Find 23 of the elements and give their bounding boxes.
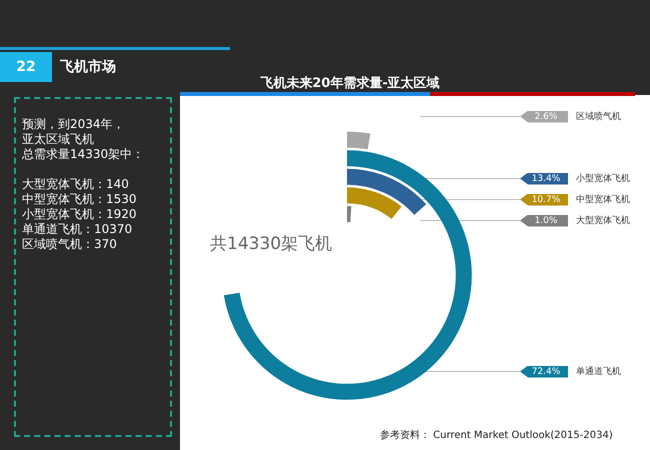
category-label: 小型宽体飞机 xyxy=(576,172,630,185)
text: 共14330架飞机 xyxy=(210,233,332,255)
text: 区域喷气机：370 xyxy=(22,237,118,252)
data-label: 72.4% xyxy=(520,366,568,378)
category-label: 大型宽体飞机 xyxy=(576,214,630,227)
text: 总需求量14330架中： xyxy=(22,147,146,162)
text: 亚太区域飞机 xyxy=(22,132,95,147)
category-label: 区域喷气机 xyxy=(576,110,621,123)
data-label: 10.7% xyxy=(520,194,568,206)
text: 单通道飞机：10370 xyxy=(22,222,134,237)
data-label: 2.6% xyxy=(520,110,568,122)
data-label: 13.4% xyxy=(520,172,568,184)
data-label: 1.0% xyxy=(520,214,568,226)
category-label: 中型宽体飞机 xyxy=(576,194,630,206)
category-label: 单通道飞机 xyxy=(576,366,621,378)
text: 飞机未来20年需求量-亚太区域 xyxy=(259,75,441,92)
text: 大型宽体飞机：140 xyxy=(22,177,130,192)
text: 中型宽体飞机：1530 xyxy=(22,192,138,207)
text: 参考资料： Current Market Outlook(2015-2034) xyxy=(380,428,613,442)
text: 飞机市场 xyxy=(60,58,116,77)
text: 22 xyxy=(0,52,52,82)
text: 小型宽体飞机：1920 xyxy=(22,207,138,222)
text: 预测，到2034年， xyxy=(22,117,126,132)
